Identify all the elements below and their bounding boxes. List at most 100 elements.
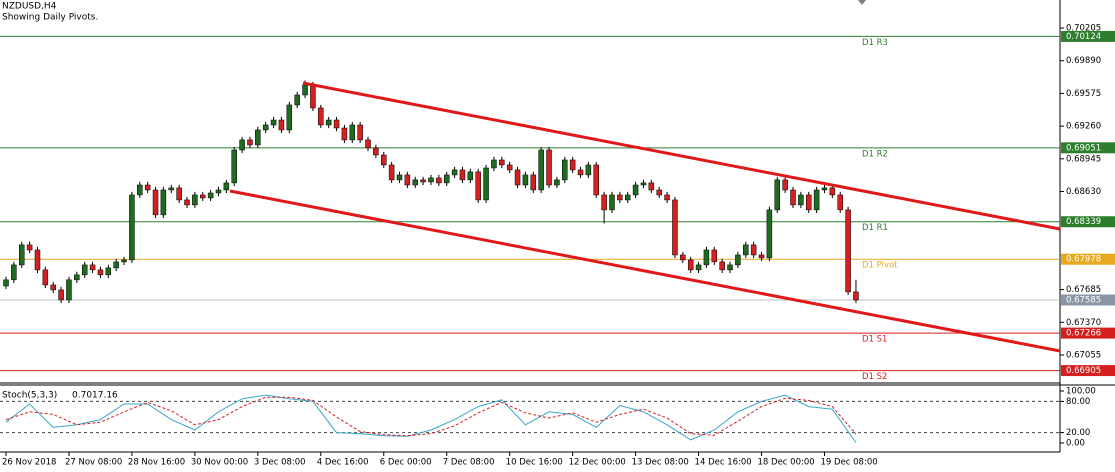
candle-body bbox=[451, 169, 458, 176]
x-tick-label: 3 Dec 08:00 bbox=[254, 458, 306, 468]
candle-body bbox=[262, 124, 269, 131]
candle-body bbox=[215, 189, 222, 194]
candle-body bbox=[672, 199, 678, 256]
candle-body bbox=[664, 194, 670, 201]
candle-body bbox=[459, 169, 466, 181]
y-tick-label: 0.69575 bbox=[1066, 89, 1101, 99]
candle-body bbox=[18, 244, 25, 266]
indicator-line bbox=[5, 396, 857, 437]
candle-body bbox=[569, 159, 576, 171]
price-box bbox=[1061, 365, 1115, 377]
x-tick-label: 12 Dec 00:00 bbox=[569, 458, 626, 468]
candle-body bbox=[790, 189, 796, 206]
indicator-name: Stoch(5,3,3) bbox=[2, 391, 57, 401]
candle-body bbox=[766, 209, 773, 259]
candle-body bbox=[601, 194, 607, 211]
candle-body bbox=[538, 149, 544, 191]
candle-body bbox=[184, 199, 190, 206]
candle-body bbox=[89, 264, 96, 271]
candle-body bbox=[129, 194, 135, 261]
candle-body bbox=[522, 174, 529, 186]
channel-lower bbox=[229, 189, 1061, 353]
candle-body bbox=[546, 149, 552, 186]
candle-body bbox=[624, 194, 631, 201]
candle-body bbox=[845, 209, 851, 293]
candle-body bbox=[144, 184, 151, 191]
candle-body bbox=[475, 171, 481, 201]
candle-body bbox=[554, 179, 560, 186]
candle-body bbox=[680, 254, 686, 261]
candle-body bbox=[821, 187, 828, 191]
pivot-level-name: D1 S1 bbox=[862, 335, 887, 345]
pivot-level-value: 0.70124 bbox=[1066, 32, 1101, 42]
candle-body bbox=[648, 182, 655, 191]
candle-body bbox=[420, 179, 426, 183]
candle-body bbox=[640, 182, 647, 186]
x-tick-label: 14 Dec 16:00 bbox=[695, 458, 752, 468]
y-tick-label: 0.67685 bbox=[1066, 285, 1101, 295]
candle-body bbox=[192, 194, 198, 206]
x-tick-label: 18 Dec 00:00 bbox=[758, 458, 815, 468]
pivot-level-value: 0.69051 bbox=[1066, 143, 1101, 153]
candle-body bbox=[727, 264, 733, 271]
candle-body bbox=[443, 174, 450, 184]
candle-body bbox=[436, 177, 442, 184]
candle-body bbox=[66, 279, 72, 301]
pivot-level-value: 0.68339 bbox=[1066, 217, 1101, 227]
pivot-level-value: 0.67266 bbox=[1066, 329, 1101, 339]
candle-body bbox=[695, 264, 702, 271]
candle-body bbox=[152, 189, 159, 216]
candle-body bbox=[105, 267, 112, 276]
candle-body bbox=[483, 167, 489, 201]
candle-body bbox=[239, 139, 245, 151]
candle-body bbox=[813, 189, 820, 211]
candle-body bbox=[853, 291, 859, 301]
candle-body bbox=[381, 154, 387, 166]
candle-body bbox=[294, 94, 300, 106]
candle-body bbox=[168, 187, 175, 191]
candle-body bbox=[735, 254, 741, 266]
candle-body bbox=[11, 264, 17, 281]
pivot-level-value: 0.67978 bbox=[1066, 255, 1101, 265]
candle-body bbox=[270, 119, 277, 126]
indicator-tick-label: 0.00 bbox=[1066, 439, 1085, 449]
candle-body bbox=[42, 269, 49, 286]
pivot-level-name: D1 Pivot bbox=[862, 261, 898, 271]
x-tick-label: 4 Dec 16:00 bbox=[317, 458, 369, 468]
candle-body bbox=[365, 139, 371, 149]
candle-body bbox=[286, 104, 293, 131]
candle-body bbox=[318, 107, 324, 126]
y-tick-label: 0.69890 bbox=[1066, 56, 1101, 66]
candle-body bbox=[160, 189, 167, 216]
candle-body bbox=[782, 179, 788, 191]
candle-body bbox=[499, 159, 505, 166]
candle-body bbox=[428, 177, 434, 183]
candle-body bbox=[396, 174, 403, 181]
candle-body bbox=[491, 159, 497, 169]
channel-upper bbox=[302, 81, 1061, 231]
x-tick-label: 19 Dec 08:00 bbox=[820, 458, 877, 468]
price-box bbox=[1061, 294, 1115, 306]
candle-body bbox=[506, 164, 513, 171]
candle-body bbox=[711, 249, 718, 263]
indicator-tick-label: 20.00 bbox=[1066, 428, 1090, 438]
candle-body bbox=[113, 261, 119, 269]
pivot-level-name: D1 R2 bbox=[862, 149, 888, 159]
candle-body bbox=[200, 194, 206, 199]
candle-body bbox=[81, 264, 88, 276]
price-box bbox=[1061, 253, 1115, 265]
candle-body bbox=[585, 164, 592, 176]
x-tick-label: 10 Dec 16:00 bbox=[506, 458, 563, 468]
x-tick-label: 28 Nov 16:00 bbox=[128, 458, 185, 468]
price-box bbox=[1061, 327, 1115, 339]
price-box bbox=[1061, 30, 1115, 42]
indicator-tick-label: 100.00 bbox=[1066, 387, 1096, 397]
pivot-level-name: D1 R3 bbox=[862, 38, 888, 48]
indicator-tick-label: 80.00 bbox=[1066, 397, 1090, 407]
candle-body bbox=[58, 289, 64, 301]
shift-marker bbox=[858, 0, 866, 5]
candle-body bbox=[278, 119, 285, 131]
candle-body bbox=[223, 182, 230, 191]
candle-body bbox=[255, 129, 261, 146]
indicator-signal-value: 17.16 bbox=[92, 391, 118, 401]
